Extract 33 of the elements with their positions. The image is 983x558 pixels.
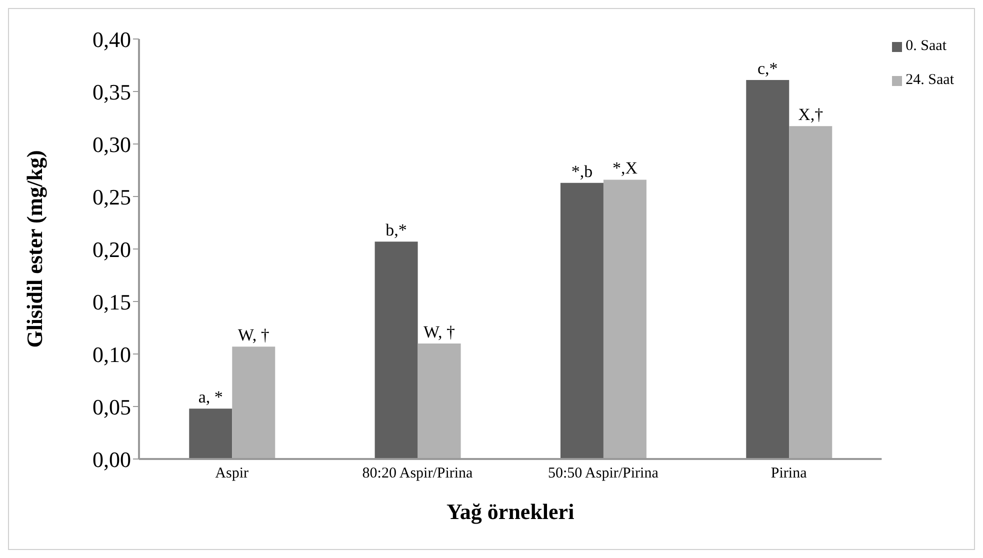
bar	[746, 80, 790, 459]
data-label: X,†	[798, 105, 824, 124]
data-label: *,X	[612, 158, 638, 178]
bar	[232, 346, 276, 459]
bar	[560, 182, 604, 459]
y-tick-label: 0,05	[92, 394, 131, 420]
y-tick-label: 0,40	[92, 26, 131, 52]
data-label: *,b	[571, 162, 593, 181]
x-tick-label: 80:20 Aspir/Pirina	[362, 466, 474, 482]
y-tick-label: 0,10	[92, 342, 131, 367]
y-tick-label: 0,20	[92, 236, 131, 262]
bar	[418, 344, 461, 459]
data-label: W, †	[424, 322, 456, 342]
x-axis-title: Yağ örnekleri	[446, 499, 574, 524]
legend-label: 24. Saat	[906, 72, 954, 88]
x-tick-label: Aspir	[215, 466, 249, 482]
y-tick-label: 0,35	[92, 79, 131, 104]
bar	[374, 242, 418, 459]
data-label: a, *	[198, 388, 223, 407]
data-label: W, †	[238, 326, 270, 345]
y-tick-label: 0,30	[92, 132, 131, 157]
y-tick-label: 0,25	[92, 184, 131, 210]
bar	[603, 180, 646, 459]
bar	[189, 408, 232, 459]
legend-label: 0. Saat	[906, 38, 946, 54]
data-label: c,*	[757, 58, 778, 78]
y-tick-label: 0,00	[92, 446, 131, 472]
data-label: b,*	[386, 220, 407, 240]
x-tick-label: 50:50 Aspir/Pirina	[548, 466, 659, 482]
y-tick-label: 0,15	[92, 289, 131, 314]
bar	[789, 126, 832, 459]
y-axis-title: Glisidil ester (mg/kg)	[22, 150, 47, 348]
x-tick-label: Pirina	[770, 466, 808, 482]
